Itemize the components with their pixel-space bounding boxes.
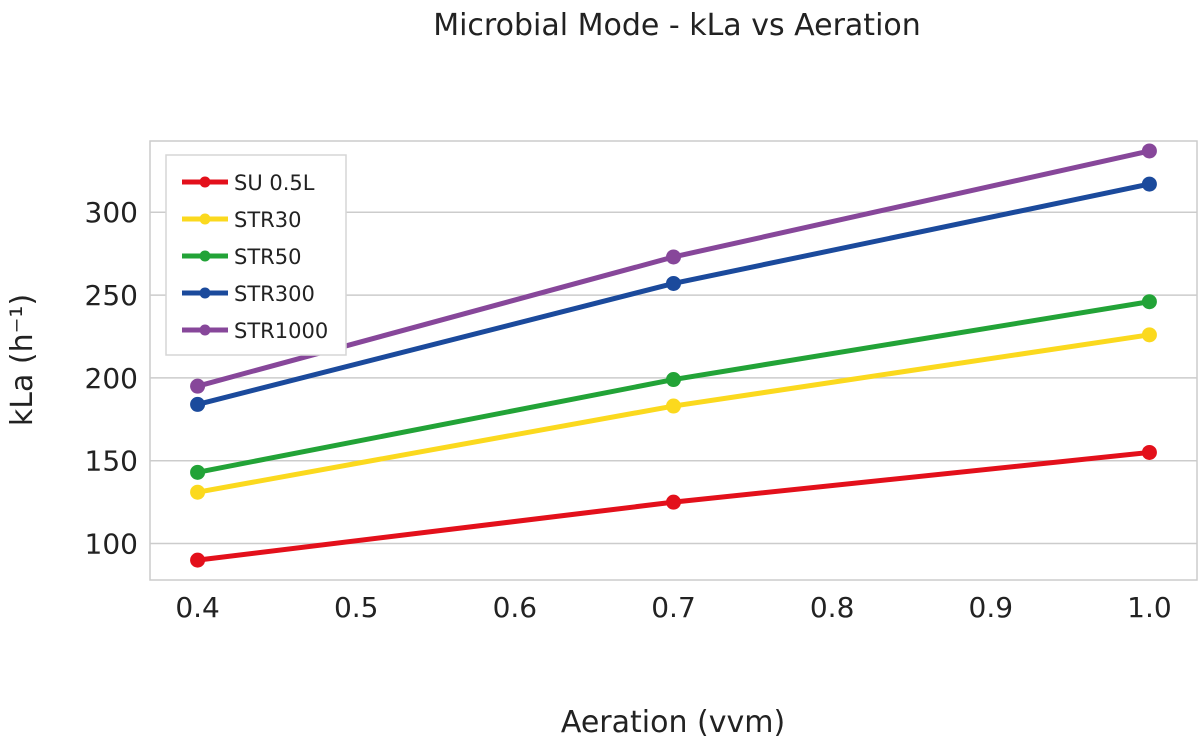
- legend-item: STR50: [182, 245, 301, 269]
- legend-marker: [199, 287, 211, 299]
- x-axis-label: Aeration (vvm): [561, 705, 785, 740]
- legend-marker: [199, 213, 211, 225]
- legend-label: SU 0.5L: [234, 171, 315, 195]
- legend-item: SU 0.5L: [182, 171, 315, 195]
- data-point: [190, 484, 206, 500]
- y-ticks: 100 150 200 250 300: [85, 196, 138, 560]
- y-tick-label: 200: [85, 362, 138, 395]
- data-point: [666, 494, 681, 510]
- x-tick-label: 0.7: [651, 591, 696, 624]
- y-tick-label: 150: [85, 445, 138, 478]
- series-str300: [190, 176, 1157, 412]
- legend-item: STR1000: [182, 319, 328, 343]
- x-tick-label: 0.9: [969, 591, 1014, 624]
- data-point: [1141, 143, 1157, 159]
- legend-marker: [199, 176, 211, 188]
- series-str50: [190, 294, 1157, 480]
- x-tick-label: 1.0: [1127, 591, 1172, 624]
- legend-label: STR50: [234, 245, 301, 269]
- data-point: [190, 464, 206, 480]
- data-point: [1141, 294, 1157, 310]
- data-point: [1141, 444, 1157, 460]
- y-axis-label: kLa (h⁻¹): [5, 294, 40, 426]
- data-point: [190, 552, 206, 568]
- data-point: [1141, 327, 1157, 343]
- y-tick-label: 100: [85, 528, 138, 561]
- data-point: [190, 396, 206, 412]
- data-point: [666, 372, 681, 388]
- series-str30: [190, 327, 1157, 500]
- chart-title: Microbial Mode - kLa vs Aeration: [433, 8, 921, 43]
- x-tick-label: 0.6: [493, 591, 538, 624]
- legend-label: STR300: [234, 282, 315, 306]
- legend-marker: [199, 250, 211, 262]
- series-su-0-5l: [190, 444, 1157, 568]
- legend-marker: [199, 324, 211, 336]
- legend-label: STR1000: [234, 319, 328, 343]
- legend-item: STR300: [182, 282, 315, 306]
- data-point: [190, 378, 206, 394]
- data-point: [666, 398, 681, 414]
- data-point: [666, 275, 681, 291]
- data-point: [1141, 176, 1157, 192]
- y-tick-label: 300: [85, 196, 138, 229]
- x-tick-label: 0.4: [175, 591, 220, 624]
- plot-frame: [149, 140, 1198, 581]
- legend-item: STR30: [182, 208, 301, 232]
- x-tick-label: 0.8: [810, 591, 855, 624]
- legend: SU 0.5L STR30 STR50 STR300 STR1000: [165, 154, 347, 356]
- series-group: [190, 143, 1157, 568]
- x-tick-label: 0.5: [334, 591, 379, 624]
- series-str1000: [190, 143, 1157, 394]
- legend-label: STR30: [234, 208, 301, 232]
- x-ticks: 0.4 0.5 0.6 0.7 0.8 0.9 1.0: [175, 591, 1171, 624]
- data-point: [666, 249, 681, 265]
- y-tick-label: 250: [85, 279, 138, 312]
